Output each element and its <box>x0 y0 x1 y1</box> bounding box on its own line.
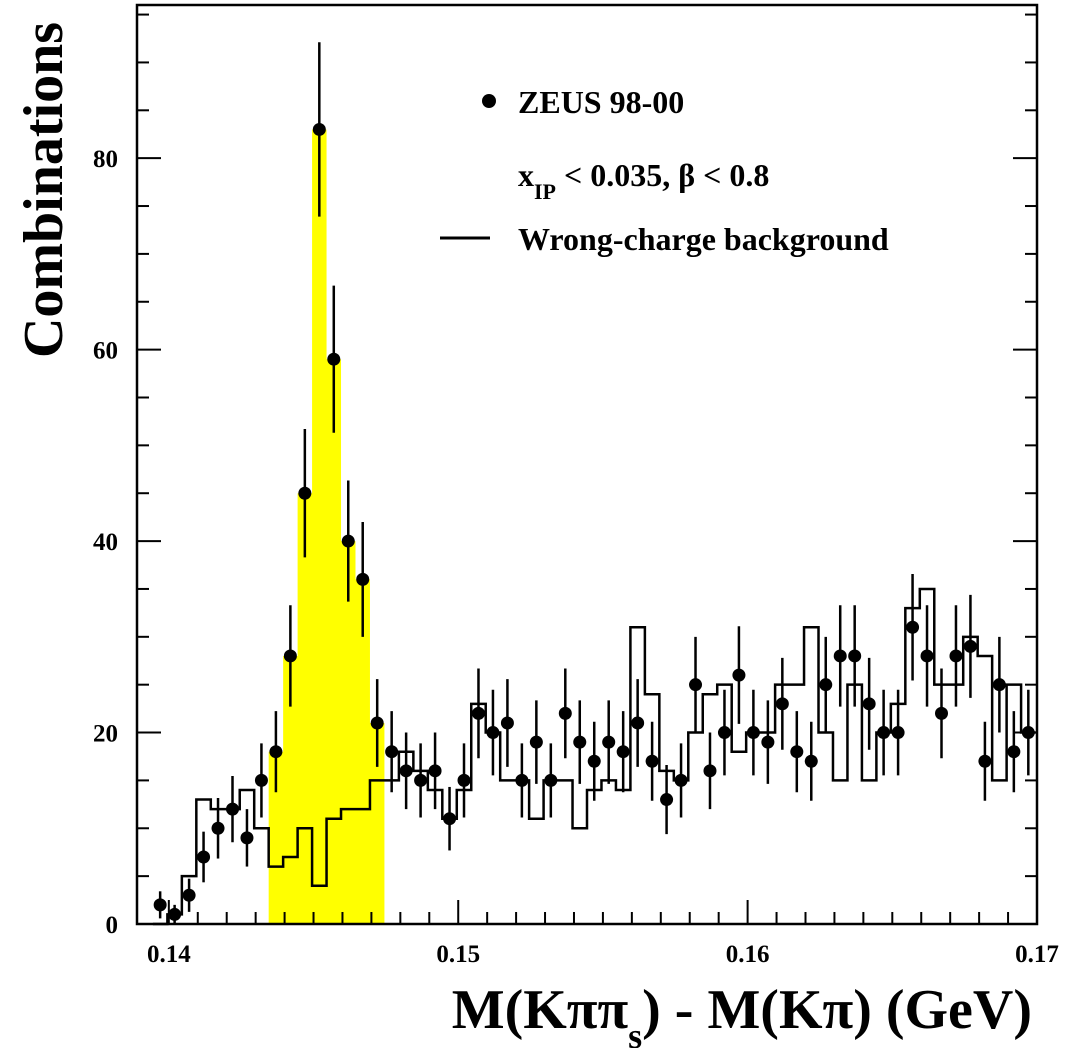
data-point <box>790 745 804 759</box>
data-point <box>356 572 370 586</box>
data-point <box>906 620 920 634</box>
data-point <box>992 678 1006 692</box>
tick-labels: 0.14 0.15 0.16 0.17 0 20 40 60 80 <box>93 146 1059 968</box>
legend-background-label: Wrong-charge background <box>518 221 889 257</box>
data-point <box>660 793 674 807</box>
data-point <box>761 735 775 749</box>
data-point <box>312 122 326 136</box>
x-axis-title: M(Kππs) - M(Kπ) (GeV) <box>452 979 1032 1048</box>
data-point <box>153 898 167 912</box>
data-point <box>283 649 297 663</box>
data-point <box>862 697 876 711</box>
legend-cuts-label: xIP < 0.035, β < 0.8 <box>518 157 769 204</box>
data-point <box>211 821 225 835</box>
data-point <box>558 706 572 720</box>
data-point <box>819 678 833 692</box>
data-point <box>877 726 891 740</box>
data-point <box>529 735 543 749</box>
data-point <box>949 649 963 663</box>
data-point <box>414 773 428 787</box>
data-point <box>544 773 558 787</box>
data-point <box>240 831 254 845</box>
data-point <box>920 649 934 663</box>
data-point <box>269 745 283 759</box>
data-point <box>486 726 500 740</box>
data-point <box>689 678 703 692</box>
y-tick-label: 80 <box>93 146 118 173</box>
data-point <box>703 764 717 778</box>
legend-data-marker <box>482 94 496 108</box>
data-point <box>182 888 196 902</box>
data-point <box>602 735 616 749</box>
data-point <box>254 773 268 787</box>
data-point <box>168 907 182 921</box>
data-point <box>717 726 731 740</box>
data-point <box>935 706 949 720</box>
data-point <box>327 352 341 366</box>
plot-frame <box>135 3 1039 926</box>
data-point <box>963 639 977 653</box>
x-tick-label: 0.15 <box>436 941 480 968</box>
data-point <box>573 735 587 749</box>
y-tick-label: 60 <box>93 338 118 365</box>
data-point <box>298 486 312 500</box>
y-tick-label: 20 <box>93 721 118 748</box>
data-point <box>385 745 399 759</box>
data-points <box>153 42 1035 924</box>
data-point <box>515 773 529 787</box>
data-point <box>1007 745 1021 759</box>
data-point <box>457 773 471 787</box>
axis-ticks <box>137 13 1038 925</box>
y-tick-label: 0 <box>106 912 119 939</box>
data-point <box>631 716 645 730</box>
data-point <box>978 754 992 768</box>
data-point <box>775 697 789 711</box>
x-tick-label: 0.16 <box>726 941 770 968</box>
data-point <box>225 802 239 816</box>
signal-band-area <box>268 129 385 924</box>
data-point <box>746 726 760 740</box>
data-point <box>674 773 688 787</box>
data-point <box>645 754 659 768</box>
data-point <box>891 726 905 740</box>
y-tick-label: 40 <box>93 529 118 556</box>
data-point <box>471 706 485 720</box>
x-tick-label: 0.17 <box>1015 941 1059 968</box>
data-point <box>399 764 413 778</box>
data-point <box>848 649 862 663</box>
signal-band <box>268 129 385 924</box>
data-point <box>428 764 442 778</box>
data-point <box>732 668 746 682</box>
data-point <box>804 754 818 768</box>
y-axis-title: Combinations <box>13 22 75 358</box>
data-point <box>341 534 355 548</box>
background-histogram-line <box>152 587 1036 926</box>
data-point <box>500 716 514 730</box>
background-histogram <box>152 587 1036 926</box>
data-point <box>833 649 847 663</box>
data-point <box>197 850 211 864</box>
data-point <box>370 716 384 730</box>
data-point <box>443 812 457 826</box>
legend-data-label: ZEUS 98-00 <box>518 84 684 120</box>
data-point <box>616 745 630 759</box>
legend: ZEUS 98-00 xIP < 0.035, β < 0.8 Wrong-ch… <box>440 84 889 257</box>
x-tick-label: 0.14 <box>147 941 191 968</box>
data-point <box>587 754 601 768</box>
